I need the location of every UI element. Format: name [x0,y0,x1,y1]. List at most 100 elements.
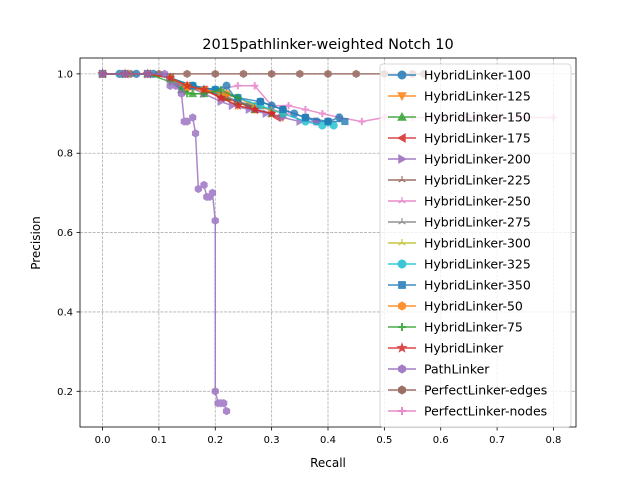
legend-frame [379,63,572,428]
data-point [234,82,242,90]
legend-marker [398,323,406,331]
legend-entry [388,239,416,246]
data-point [352,69,360,79]
data-point [239,69,248,79]
legend-entry [388,259,416,269]
legend-entry [388,364,416,374]
legend-marker [397,92,407,102]
legend-label: HybridLinker-125 [424,89,531,104]
legend-label: HybridLinker-200 [424,152,531,167]
legend-marker [398,301,406,311]
legend-label: HybridLinker-225 [424,173,531,188]
legend-label: PerfectLinker-nodes [424,404,547,419]
x-tick-label: 0.2 [207,435,223,446]
data-point [208,188,217,198]
legend-marker [396,342,408,353]
legend-entry [388,92,416,102]
legend-marker [398,385,406,395]
data-point [160,69,169,79]
x-tick-label: 0.3 [264,435,280,446]
series-pathlinker [98,69,231,416]
x-axis-ticks: 0.0 0.1 0.2 0.3 0.4 0.5 0.6 0.7 0.8 [95,427,561,446]
legend-label: HybridLinker-350 [424,278,531,293]
y-tick-label: 0.4 [57,307,73,318]
data-point [358,117,366,126]
data-point [200,180,208,190]
data-point [215,92,227,103]
legend-label: PathLinker [424,362,490,377]
data-point [234,94,242,102]
legend-label: HybridLinker-100 [424,68,531,83]
legend-marker [398,281,406,289]
data-point [284,102,293,110]
legend-label: HybridLinker-300 [424,236,531,251]
data-point [256,98,264,106]
legend-entry [388,342,416,353]
data-point [198,84,210,95]
legend-label: HybridLinker-150 [424,110,531,125]
legend-entry [388,197,416,204]
legend-label: HybridLinker-175 [424,131,531,146]
y-axis-label: Precision [29,216,43,270]
y-tick-label: 0.2 [57,387,73,398]
data-point [324,69,332,79]
data-point [222,406,231,416]
data-point [211,216,219,225]
legend-entry [388,407,416,415]
legend-entry [388,70,416,80]
legend: HybridLinker-100 HybridLinker-125 HybridLi… [379,63,572,428]
data-point [217,86,225,94]
y-tick-label: 1.0 [57,69,73,80]
data-point [318,121,327,130]
y-tick-label: 0.8 [57,149,73,160]
data-point [318,109,326,118]
legend-marker [398,218,406,225]
legend-entry [388,301,416,311]
x-tick-label: 0.7 [489,435,505,446]
legend-entry [388,154,416,164]
legend-entry [388,385,416,395]
data-point [172,81,180,90]
legend-label: HybridLinker-325 [424,257,531,272]
x-tick-label: 0.0 [95,435,111,446]
legend-label: HybridLinker [424,341,504,356]
legend-marker [398,239,406,246]
legend-marker [398,407,406,415]
data-point [341,117,349,126]
data-point [324,117,332,126]
data-point [183,69,191,79]
data-point [279,106,287,114]
data-point [211,387,219,396]
legend-entry [388,111,416,121]
data-point [177,89,186,98]
data-point [191,129,200,138]
series-line [102,73,228,412]
legend-marker [398,176,406,183]
legend-label: HybridLinker-75 [424,320,523,335]
legend-entry [388,281,416,289]
legend-entry [388,218,416,225]
y-tick-label: 0.6 [57,228,73,239]
legend-marker [397,111,407,121]
chart-title: 2015pathlinker-weighted Notch 10 [202,37,453,53]
series-layer [97,68,558,416]
data-point [220,399,228,408]
data-point [211,69,219,79]
x-tick-label: 0.4 [320,435,336,446]
x-axis-label: Recall [310,456,346,470]
legend-marker [398,154,408,164]
legend-label: HybridLinker-50 [424,299,523,314]
y-axis-ticks: 0.2 0.4 0.6 0.8 1.0 [57,69,80,398]
data-point [251,82,259,90]
legend-entry [388,133,416,143]
data-point [301,113,310,122]
data-point [268,69,276,79]
data-point [165,72,176,83]
legend-entry [388,176,416,183]
data-point [181,80,193,91]
data-point [249,104,260,114]
legend-label: HybridLinker-275 [424,215,531,230]
data-point [301,105,310,114]
